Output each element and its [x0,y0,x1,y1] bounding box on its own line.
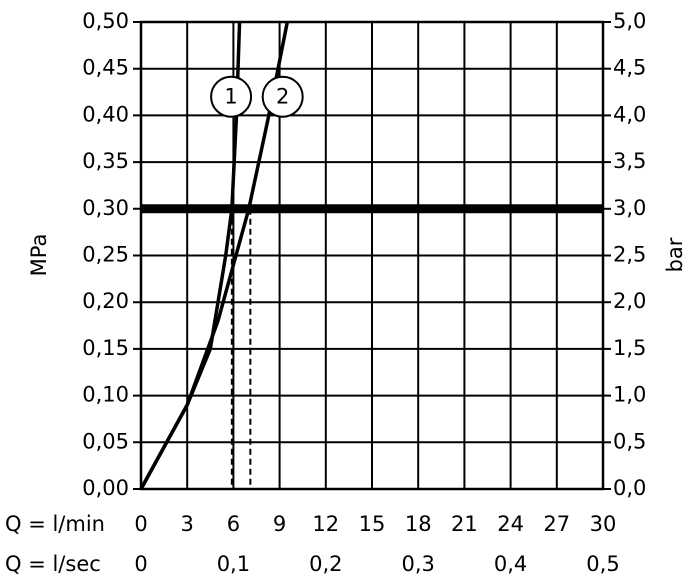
y-tick-label: 0,00 [82,476,129,500]
x-tick-label: 15 [359,512,386,536]
y2-tick-label: 5,0 [613,9,646,33]
y-tick-label: 0,50 [82,9,129,33]
y2-tick-label: 4,5 [613,56,646,80]
x-tick-label: 18 [405,512,432,536]
series-label: 1 [224,85,237,109]
x-tick-label: 24 [497,512,524,536]
y2-tick-label: 0,5 [613,429,646,453]
x-axis-label: Q = l/min [5,512,105,536]
y-tick-label: 0,05 [82,429,129,453]
series-label-circle [210,75,253,118]
x2-tick-label: 0,3 [401,552,434,576]
y-tick-label: 0,25 [82,243,129,267]
y-axis-label: MPa [27,234,51,277]
y-tick-label: 0,15 [82,336,129,360]
x-tick-label: 27 [543,512,570,536]
y2-tick-label: 0,0 [613,476,646,500]
x-tick-label: 0 [134,512,147,536]
plot-frame [139,20,605,491]
y-tick-label: 0,30 [82,196,129,220]
y-tick-label: 0,20 [82,289,129,313]
y2-tick-label: 1,5 [613,336,646,360]
x-tick-label: 3 [181,512,194,536]
x2-tick-label: 0,1 [217,552,250,576]
y-tick-label: 0,45 [82,56,129,80]
series-label-circle [261,75,304,118]
y2-tick-label: 4,0 [613,102,646,126]
y-tick-label: 0,40 [82,102,129,126]
x2-tick-label: 0,2 [309,552,342,576]
y2-tick-label: 3,5 [613,149,646,173]
y-tick-label: 0,35 [82,149,129,173]
x2-axis-label: Q = l/sec [5,552,101,576]
y2-tick-label: 1,0 [613,383,646,407]
y2-tick-label: 2,5 [613,243,646,267]
series-label: 2 [276,85,289,109]
x-tick-label: 12 [312,512,339,536]
x2-tick-label: 0 [134,552,147,576]
x-tick-label: 21 [451,512,478,536]
y2-tick-label: 2,0 [613,289,646,313]
x-tick-label: 30 [590,512,617,536]
y2-axis-label: bar [663,237,687,272]
x-tick-label: 6 [227,512,240,536]
x2-tick-label: 0,4 [494,552,527,576]
y2-tick-label: 3,0 [613,196,646,220]
x-tick-label: 9 [273,512,286,536]
x2-tick-label: 0,5 [586,552,619,576]
y-tick-label: 0,10 [82,383,129,407]
